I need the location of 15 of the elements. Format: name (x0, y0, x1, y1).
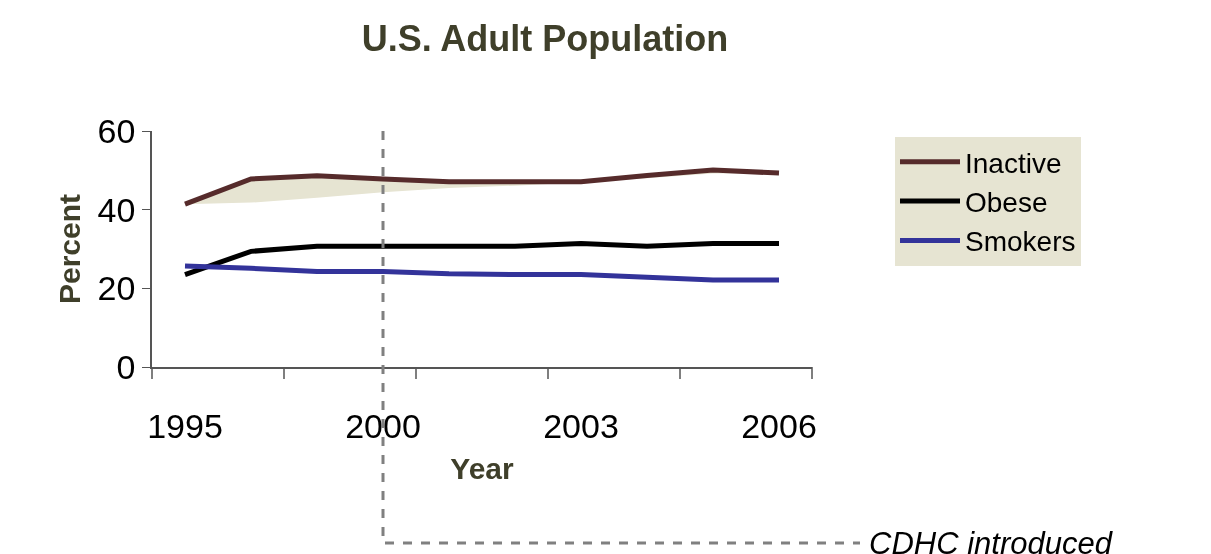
x-axis-title: Year (450, 451, 515, 485)
y-tick-label: 0 (116, 347, 136, 386)
ref-line-label: CDHC introduced (869, 526, 1114, 554)
y-axis-title: Percent (53, 193, 87, 305)
y-tick-label: 40 (97, 190, 136, 229)
y-tick-label: 20 (97, 269, 136, 308)
x-tick-label: 2003 (543, 406, 619, 445)
legend-label: Smokers (965, 226, 1076, 258)
legend-label: Obese (965, 187, 1048, 219)
x-tick-label: 2006 (741, 406, 817, 445)
y-tick-label: 60 (97, 111, 136, 150)
chart-title: U.S. Adult Population (361, 17, 729, 59)
x-tick-label: 2000 (345, 406, 421, 445)
x-tick-label: 1995 (147, 406, 223, 445)
legend-label: Inactive (965, 147, 1062, 179)
